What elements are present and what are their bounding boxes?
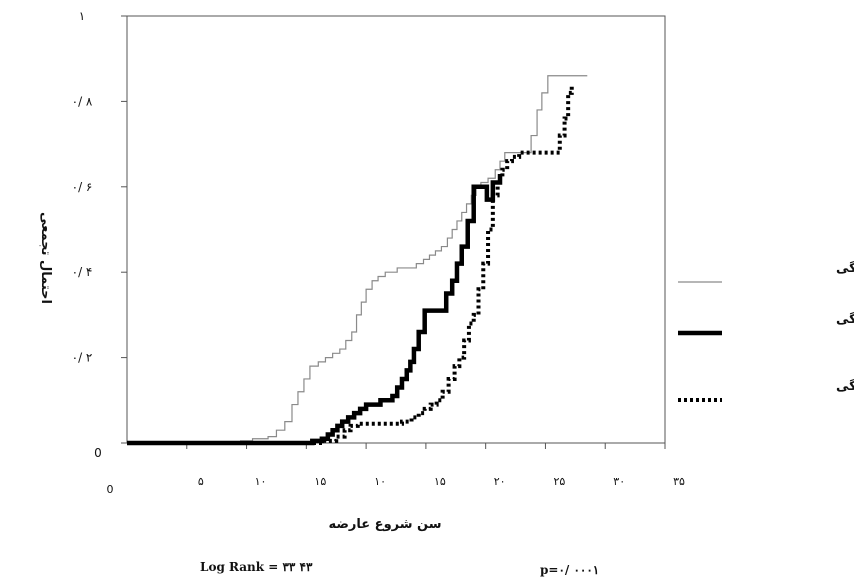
p-value-stat: p=۰/ ۰۰۰۱ xyxy=(540,563,600,577)
x-tick-label: ۱۵ xyxy=(314,475,326,488)
x-tick-label: 0 xyxy=(107,483,114,496)
y-tick-label: ۰/ ۲ xyxy=(72,351,93,365)
x-axis-ticks: 0 ۵ ۱۰ ۱۵ ۱۰ ۱۵ ۲۰ ۲۵ ۳۰ ۳۵ xyxy=(107,443,685,496)
series-layer xyxy=(127,75,588,446)
series-line-2 xyxy=(127,84,574,445)
x-tick-label: ۱۰ xyxy=(374,475,386,488)
x-tick-label: ۳۵ xyxy=(673,475,685,488)
y-tick-label: ۱ xyxy=(79,9,85,23)
x-tick-label: ۱۰ xyxy=(255,475,267,488)
y-tick-label: ۰/ ۴ xyxy=(72,265,93,279)
x-tick-label: ۲۵ xyxy=(554,475,566,488)
y-tick-label: ۰/ ۶ xyxy=(72,180,93,194)
y-axis-title: احتمال تجمعی xyxy=(38,212,53,304)
x-tick-label: ۳۰ xyxy=(613,475,625,488)
x-tick-label: ۲۰ xyxy=(494,475,506,488)
legend: بعد از۸ سالگی ۸-۴ سالگی قبل از۴ سالگی xyxy=(678,260,854,402)
y-tick-label: ۰/ ۸ xyxy=(72,94,93,108)
x-tick-label: ۱۵ xyxy=(434,475,446,488)
series-line-0 xyxy=(127,75,588,444)
legend-label-1: ۸-۴ سالگی xyxy=(836,311,854,327)
x-tick-label: ۵ xyxy=(198,475,204,488)
y-tick-label: 0 xyxy=(94,446,102,460)
x-axis-title: سن شروع عارضه xyxy=(328,517,441,532)
plot-area xyxy=(126,15,666,444)
log-rank-stat: Log Rank = ۳۳ ۴۳ xyxy=(200,560,313,574)
legend-label-0: بعد از۸ سالگی xyxy=(836,260,854,276)
series-line-1 xyxy=(127,173,503,446)
plot-frame xyxy=(126,15,666,444)
y-axis-ticks: 0 ۰/ ۲ ۰/ ۴ ۰/ ۶ ۰/ ۸ ۱ xyxy=(72,9,127,460)
legend-label-2: قبل از۴ سالگی xyxy=(836,378,854,394)
